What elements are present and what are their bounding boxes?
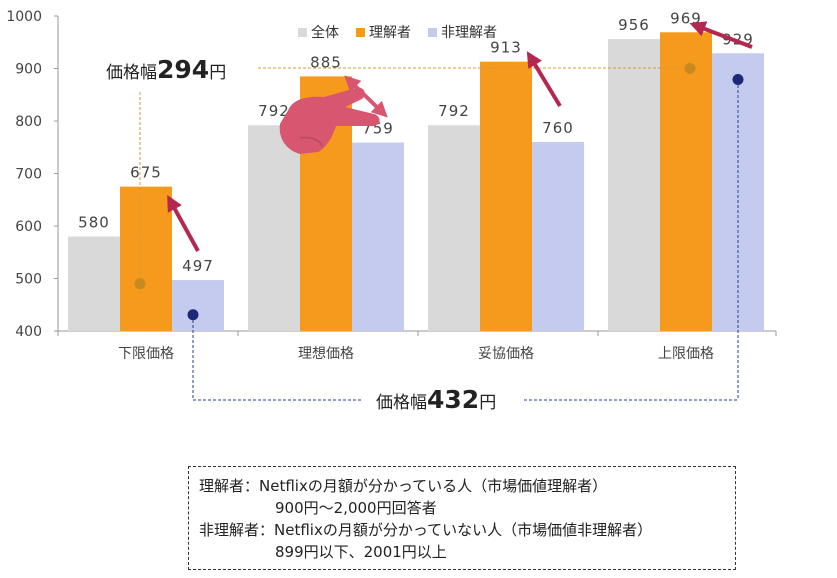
legend-swatch-understand [356,28,365,37]
bar-all-0 [68,236,120,331]
note-understand-range: 900円～2,000円回答者 [275,499,437,517]
range-label-nonunderstand: 価格幅432円 [376,385,496,414]
x-category-label: 上限価格 [658,346,714,362]
range-lines [139,67,739,401]
bar-value-label: 675 [130,164,162,182]
arrow-compromise [526,51,562,108]
y-tick-label: 800 [15,114,42,130]
bar-understand-2 [480,61,532,332]
bar-value-label: 580 [78,214,110,232]
bar-all-3 [608,39,660,331]
bar-value-label: 885 [310,53,342,71]
bar-nonunderstand-0 [172,280,224,331]
bar-value-label: 792 [438,102,470,120]
note-understand-definition: 理解者：Netflixの月額が分かっている人（市場価値理解者） [199,477,608,495]
legend-label-all: 全体 [311,24,339,41]
marker-understand-high [684,63,696,74]
bar-all-1 [248,125,300,331]
legend: 全体 理解者 非理解者 [298,24,497,41]
bar-understand-3 [660,32,712,332]
x-category-label: 下限価格 [118,346,174,362]
bar-value-label: 497 [182,257,214,275]
x-category-label: 理想価格 [298,346,354,362]
pointing-hand-icon [279,87,380,154]
y-tick-label: 600 [15,219,42,235]
y-tick-label: 700 [15,167,42,183]
range-label-understand: 価格幅294円 [106,55,226,84]
legend-swatch-all [298,28,307,37]
bar-nonunderstand-1 [352,142,404,331]
definition-note-box: 理解者：Netflixの月額が分かっている人（市場価値理解者） 900円～2,0… [188,466,736,570]
y-tick-label: 500 [15,272,42,288]
bar-nonunderstand-2 [532,142,584,331]
bar-understand-0 [120,186,172,331]
legend-label-nonunderstand: 非理解者 [441,25,497,41]
y-tick-label: 900 [15,62,42,78]
arrow-ideal-gap [344,75,388,118]
bar-value-label: 792 [258,102,290,120]
bar-value-label: 760 [542,119,574,137]
legend-swatch-nonunderstand [428,28,437,37]
marker-understand-low [134,278,146,290]
note-nonunderstand-definition: 非理解者：Netflixの月額が分かっていない人（市場価値非理解者） [199,521,653,539]
y-tick-label: 1000 [6,9,42,25]
y-tick-label: 400 [15,324,42,340]
marker-nonunderstand-low [187,309,199,321]
legend-label-understand: 理解者 [369,25,411,41]
x-category-label: 妥協価格 [478,346,534,362]
bar-value-label: 956 [618,16,650,34]
bar-value-label: 969 [670,9,702,27]
arrow-high [689,21,753,49]
marker-nonunderstand-high [732,74,744,86]
arrow-low [167,194,200,252]
note-nonunderstand-range: 899円以下、2001円以上 [275,543,447,561]
bar-all-2 [428,125,480,331]
bar-value-label: 913 [490,39,522,57]
